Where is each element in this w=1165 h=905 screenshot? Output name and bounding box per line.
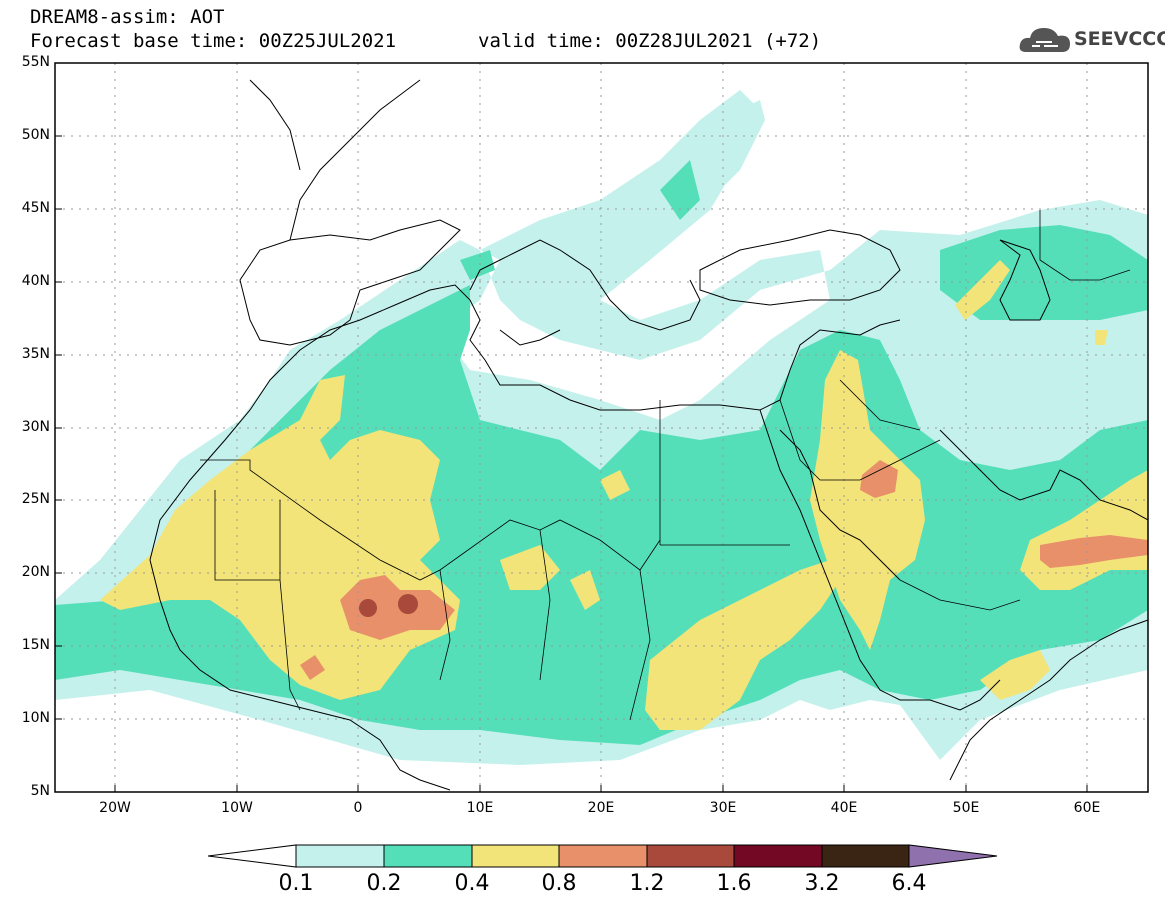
logo-text: SEEVCCC [1074,28,1165,50]
lon-label: 10E [466,800,494,816]
lon-label: 0 [353,800,363,816]
colorbar-swatch-3 [471,844,560,868]
lat-label: 55N [21,54,50,70]
lat-label: 45N [21,200,50,216]
lat-label: 40N [21,273,50,289]
map-gridlines [55,63,1148,792]
colorbar-swatch-4 [558,844,648,868]
lat-label: 30N [21,419,50,435]
colorbar [207,844,998,868]
coastlines [149,79,1148,791]
cloud-icon [1019,28,1070,52]
colorbar-swatch-6 [733,844,823,868]
lat-label: 15N [21,637,50,653]
lat-label: 20N [21,564,50,580]
lon-label: 40E [830,800,858,816]
lon-label: 20E [587,800,615,816]
lon-label: 50E [952,800,980,816]
colorbar-swatch-7 [821,844,910,868]
lat-label: 50N [21,127,50,143]
colorbar-swatch-1 [295,844,385,868]
lat-label: 35N [21,346,50,362]
colorbar-label: 0.1 [278,871,314,896]
colorbar-label: 3.2 [804,871,840,896]
lon-label: 30E [709,800,737,816]
colorbar-swatch-2 [383,844,473,868]
lat-label: 25N [21,491,50,507]
colorbar-label: 0.2 [366,871,402,896]
colorbar-swatch-5 [646,844,735,868]
lon-label: 10W [221,800,253,816]
map-title: DREAM8-assim: AOT [30,6,225,28]
forecast-base-time: Forecast base time: 00Z25JUL2021 [30,30,397,52]
colorbar-label: 1.2 [629,871,665,896]
axis-ticks [55,62,1088,793]
colorbar-label: 1.6 [716,871,752,896]
country-borders [200,210,1131,721]
valid-time: valid time: 00Z28JUL2021 (+72) [478,30,822,52]
colorbar-label: 0.4 [454,871,490,896]
lon-label: 60E [1073,800,1101,816]
colorbar-over-arrow [908,844,998,868]
lat-label: 5N [30,783,50,799]
lat-label: 10N [21,710,50,726]
colorbar-label: 0.8 [541,871,577,896]
lon-label: 20W [99,800,131,816]
colorbar-under-arrow [207,844,297,868]
seevccc-logo: SEEVCCC [1018,22,1165,58]
colorbar-label: 6.4 [891,871,927,896]
